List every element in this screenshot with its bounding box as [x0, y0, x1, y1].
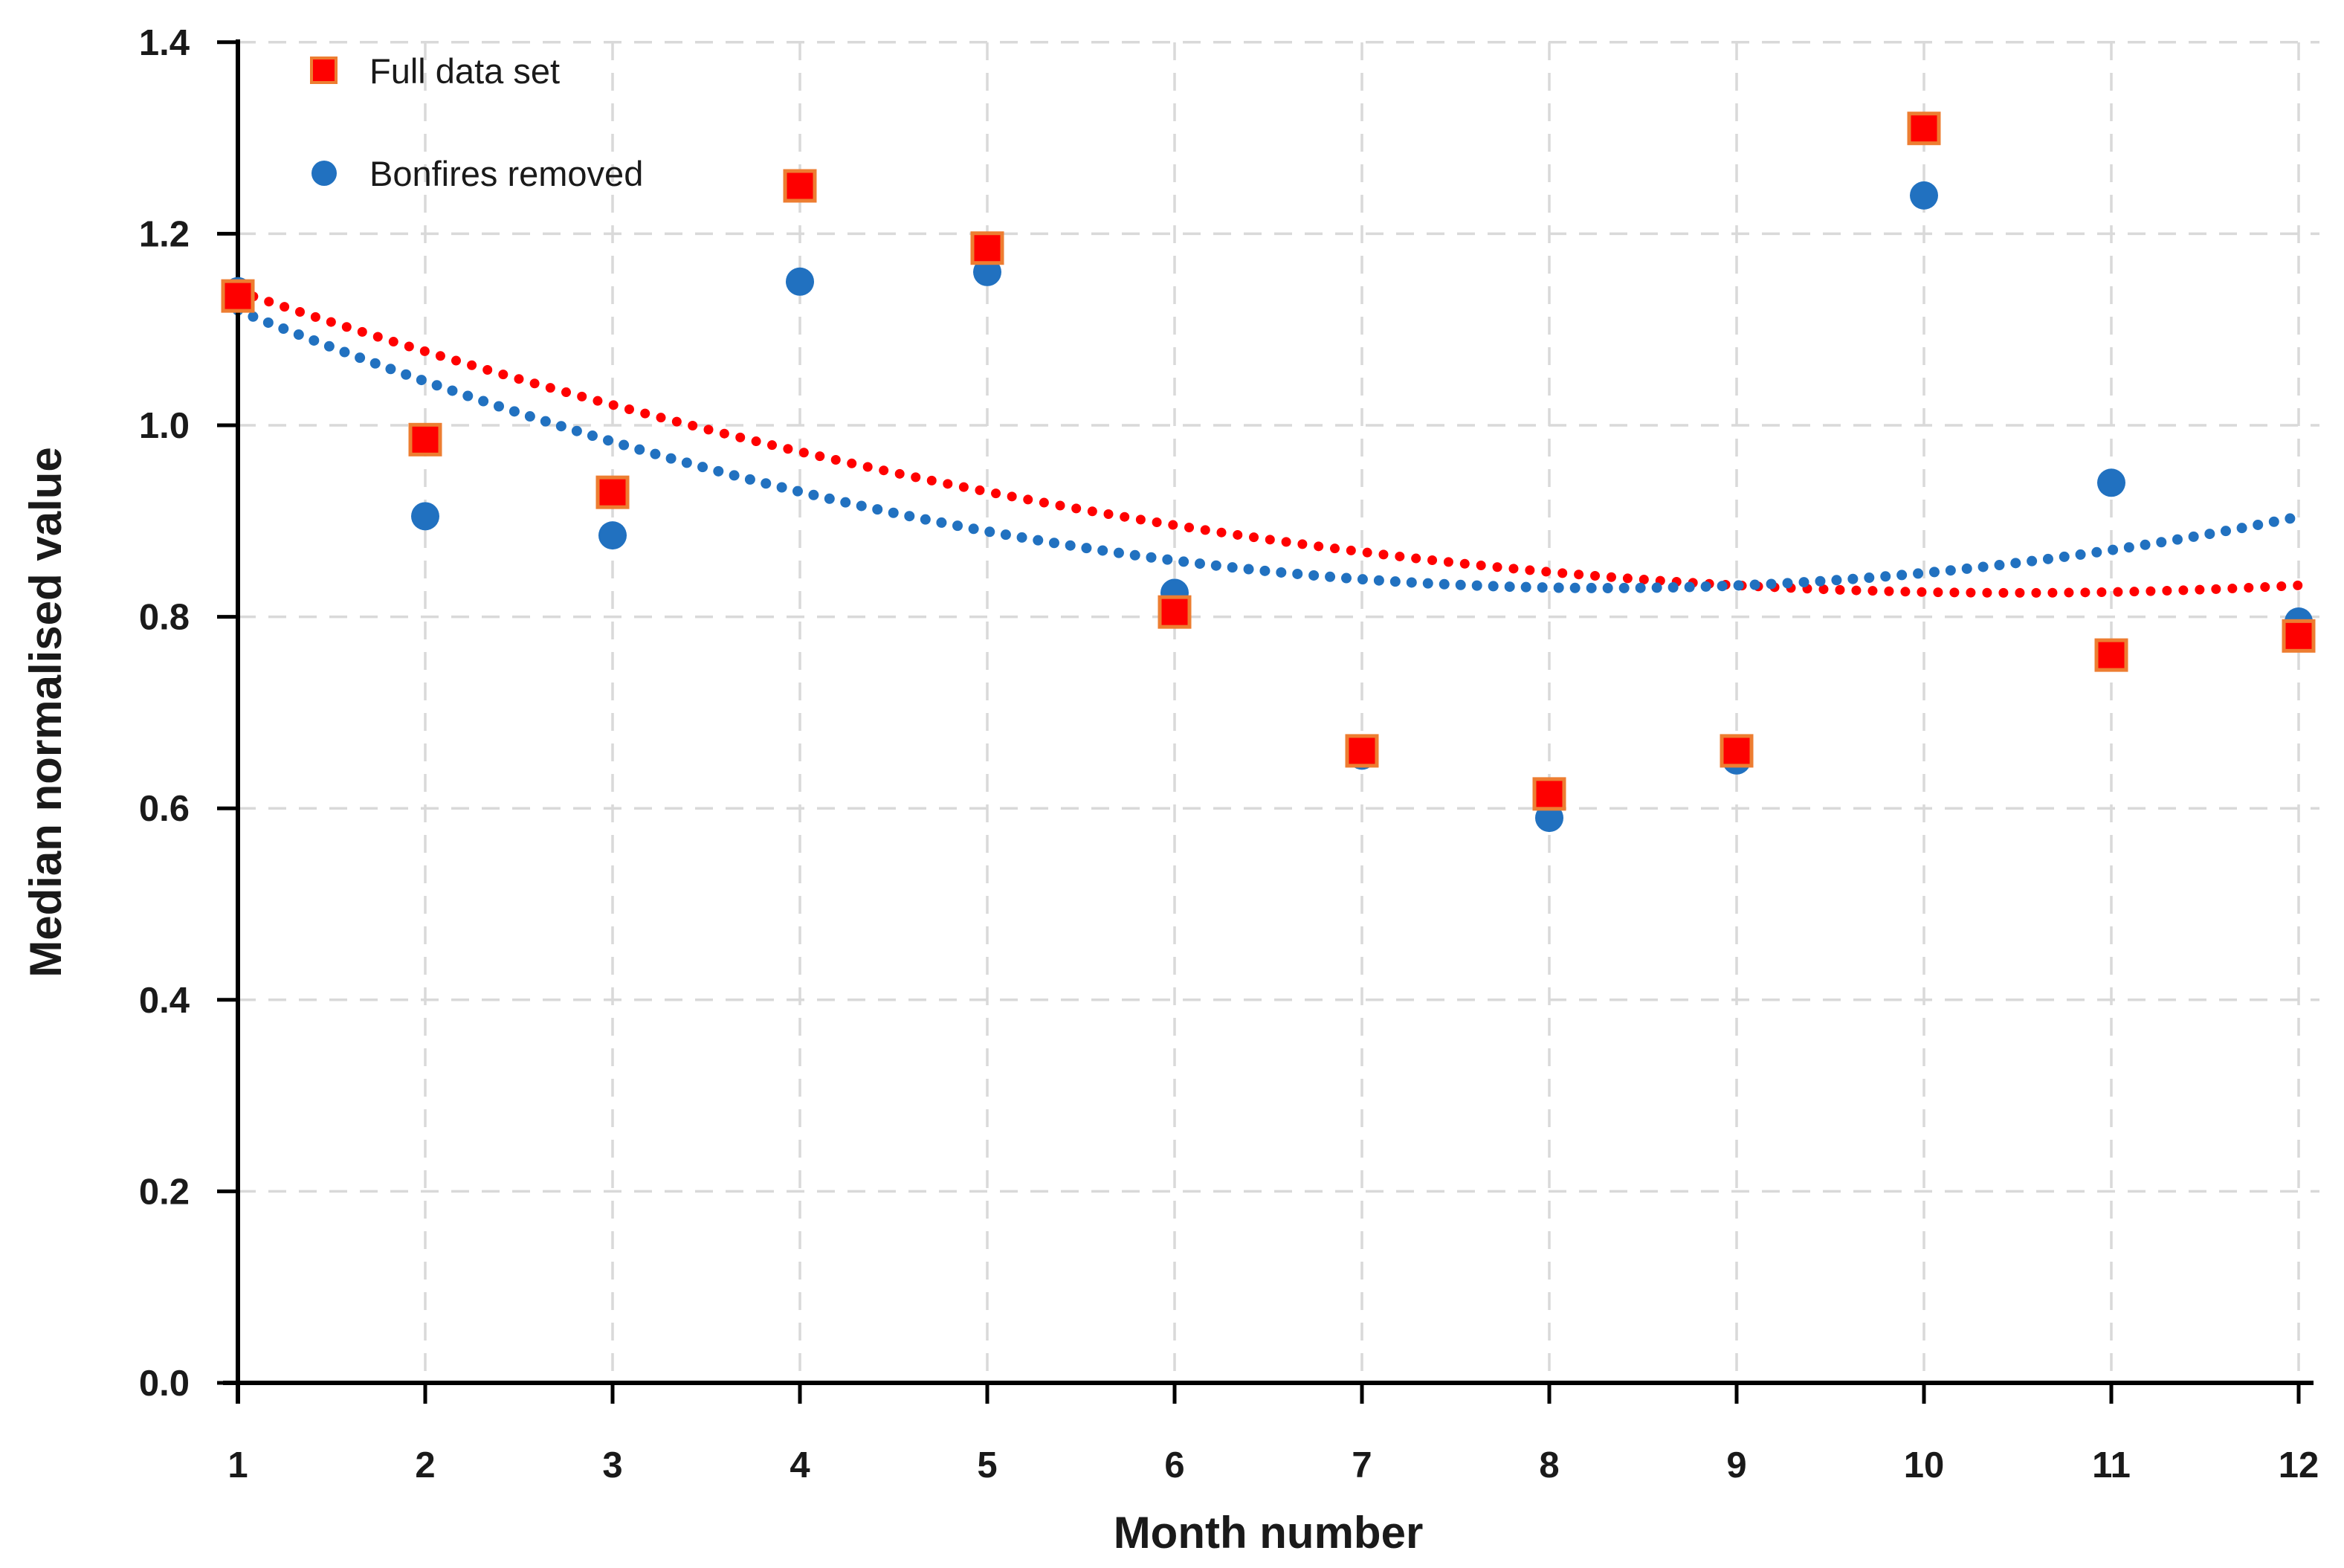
data-point-bonfires-removed-m8	[1535, 804, 1563, 833]
y-tick-label-0.8: 0.8	[139, 598, 190, 638]
data-point-bonfires-removed-m2	[411, 502, 439, 531]
y-axis-title: Median normalised value	[21, 447, 71, 978]
x-tick-label-2: 2	[415, 1445, 435, 1485]
trendline-full-data-set	[233, 286, 2304, 598]
x-tick-label-9: 9	[1726, 1445, 1746, 1485]
y-tick-label-0.4: 0.4	[139, 981, 190, 1021]
x-tick-label-4: 4	[790, 1445, 810, 1485]
y-tick-label-0.2: 0.2	[139, 1172, 190, 1212]
data-point-full-data-set-m3	[595, 475, 630, 509]
data-point-full-data-set-m10	[1907, 112, 1941, 146]
legend-swatch-full-data-set	[310, 57, 338, 84]
data-point-full-data-set-m7	[1345, 734, 1379, 768]
data-point-full-data-set-m12	[2282, 619, 2316, 653]
data-point-full-data-set-m9	[1720, 734, 1754, 768]
x-tick-label-1: 1	[227, 1445, 248, 1485]
legend-swatch-bonfires-removed	[311, 161, 337, 186]
axes-layer	[217, 39, 2314, 1404]
x-tick-label-7: 7	[1352, 1445, 1372, 1485]
y-tick-label-1.0: 1.0	[139, 406, 190, 446]
x-tick-label-6: 6	[1164, 1445, 1184, 1485]
x-tick-label-11: 11	[2092, 1445, 2131, 1485]
x-tick-label-8: 8	[1539, 1445, 1559, 1485]
data-point-full-data-set-m4	[783, 169, 817, 203]
legend: Full data set Bonfires removed	[310, 51, 643, 193]
data-point-full-data-set-m11	[2094, 638, 2128, 672]
x-tick-label-3: 3	[602, 1445, 622, 1485]
y-tick-label-1.2: 1.2	[139, 214, 190, 254]
data-point-full-data-set-m1	[221, 279, 255, 313]
data-point-full-data-set-m2	[408, 422, 442, 456]
data-point-bonfires-removed-m5	[973, 257, 1001, 286]
data-point-full-data-set-m6	[1158, 595, 1192, 629]
gridlines-layer	[236, 41, 2319, 1383]
x-tick-label-12: 12	[2279, 1445, 2319, 1485]
data-point-bonfires-removed-m10	[1910, 181, 1938, 210]
data-point-bonfires-removed-m3	[598, 521, 627, 550]
y-tick-label-0.0: 0.0	[139, 1364, 190, 1404]
data-point-full-data-set-m5	[970, 231, 1004, 265]
data-point-bonfires-removed-m11	[2097, 468, 2125, 497]
data-point-full-data-set-m8	[1532, 777, 1566, 811]
data-points-layer	[221, 112, 2316, 833]
y-tick-label-1.4: 1.4	[139, 23, 190, 63]
trendline-bonfires-removed	[233, 305, 2304, 594]
x-axis-title: Month number	[1114, 1508, 1424, 1558]
data-point-bonfires-removed-m4	[786, 267, 814, 296]
x-tick-label-10: 10	[1904, 1445, 1945, 1485]
y-tick-label-0.6: 0.6	[139, 789, 190, 829]
x-tick-label-5: 5	[977, 1445, 997, 1485]
trendlines-layer	[233, 286, 2304, 598]
tick-labels-layer: 1 2 3 4 5 6 7 8 9 10 11 120.00.20.40.60.81.01.21.4	[139, 23, 2319, 1485]
legend-label-full-data-set: Full data set	[369, 51, 560, 91]
legend-label-bonfires-removed: Bonfires removed	[369, 154, 643, 193]
